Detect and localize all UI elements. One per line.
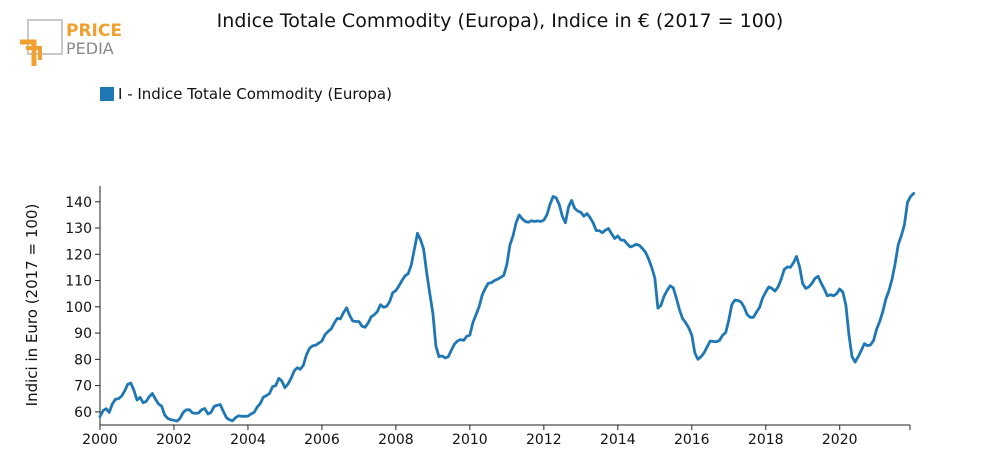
x-tick-label: 2002	[156, 432, 192, 448]
logo-frame-outer	[27, 19, 63, 55]
y-tick-label: 70	[74, 379, 92, 395]
y-tick-label: 130	[65, 221, 92, 237]
legend-label: I - Indice Totale Commodity (Europa)	[118, 85, 392, 103]
logo-text-line2: PEDIA	[66, 39, 114, 58]
chart-legend[interactable]: I - Indice Totale Commodity (Europa)	[100, 84, 392, 104]
x-axis: 2000 2002 2004 2006 2008 2010 2012 2014 2016 2018…	[82, 424, 911, 448]
y-tick-label: 110	[65, 274, 92, 290]
x-tick-label: 2020	[822, 432, 858, 448]
series-line-indice-totale-commodity[interactable]	[98, 191, 916, 423]
pricepedia-logo: PRICE PEDIA	[20, 19, 122, 66]
x-tick-label: 2016	[674, 432, 710, 448]
y-tick-label: 120	[65, 247, 92, 263]
logo-bracket-inner	[26, 46, 42, 60]
series-layer	[98, 191, 916, 423]
chart-title: Indice Totale Commodity (Europa), Indice…	[216, 10, 784, 32]
x-tick-label: 2012	[526, 432, 562, 448]
y-tick-label: 140	[65, 195, 92, 211]
x-tick-label: 2014	[600, 432, 636, 448]
logo-bracket-outer	[20, 39, 37, 66]
x-tick-label: 2006	[304, 432, 340, 448]
x-tick-label: 2000	[82, 432, 118, 448]
y-tick-label: 60	[74, 405, 92, 421]
x-tick-label: 2008	[378, 432, 414, 448]
y-axis: 60 70 80 90 100 110 120 130 140	[65, 186, 101, 425]
logo-text-line1: PRICE	[66, 21, 122, 41]
legend-swatch	[100, 87, 114, 101]
y-axis-label: Indici in Euro (2017 = 100)	[23, 204, 41, 407]
y-tick-label: 100	[65, 300, 92, 316]
y-tick-label: 80	[74, 352, 92, 368]
y-tick-label: 90	[74, 326, 92, 342]
x-tick-label: 2018	[748, 432, 784, 448]
x-tick-label: 2004	[230, 432, 266, 448]
x-tick-label: 2010	[452, 432, 488, 448]
